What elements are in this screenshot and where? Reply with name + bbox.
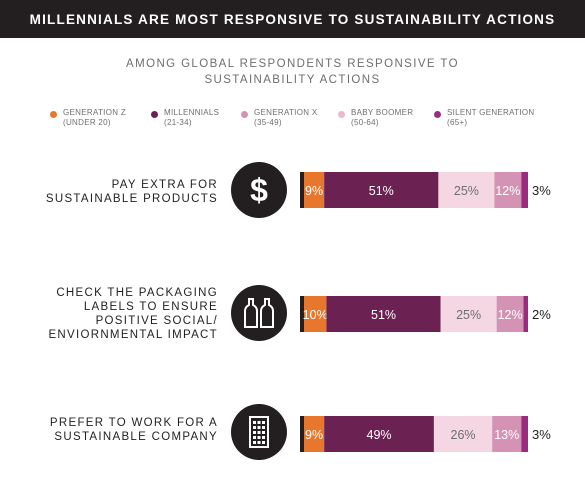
legend-sublabel: (65+) [447,118,468,127]
bar-start-marker [300,296,304,332]
bar-value-label: 12% [498,308,523,322]
bottles-icon [231,285,287,341]
row-label-line: SUSTAINABLE PRODUCTS [45,193,218,205]
bar-segment-baby-boomer [496,296,524,332]
row-label-line: LABELS TO ENSURE [83,301,218,313]
legend-swatch-millennials [151,111,158,118]
svg-text:$: $ [250,172,268,208]
legend-label: SILENT GENERATION [447,108,535,117]
legend-item-gen-x: GENERATION X (35-49) [241,108,317,128]
legend-label: GENERATION Z [63,108,127,117]
bar-value-label: 9% [305,184,323,198]
bar-segment-baby-boomer [494,172,522,208]
bar-value-label: 12% [495,184,520,198]
legend-swatch-baby-boomer [338,111,345,118]
row-label-prefer-work: PREFER TO WORK FOR A SUSTAINABLE COMPANY [20,416,218,444]
legend: GENERATION Z (UNDER 20) MILLENNIALS (21-… [0,108,585,138]
chart-title-banner: MILLENNIALS ARE MOST RESPONSIVE TO SUSTA… [0,0,585,38]
building-icon [231,404,287,460]
bar-value-label: 25% [454,184,479,198]
bar-value-label: 51% [369,184,394,198]
row-label-line: SUSTAINABLE COMPANY [54,431,218,443]
bar-start-marker [300,416,304,452]
legend-label: GENERATION X [254,108,318,117]
bar-segment-gen-z [304,172,325,208]
bar-segment-gen-z [304,296,327,332]
legend-label: BABY BOOMER [351,108,414,117]
legend-sublabel: (35-49) [254,118,282,127]
bar-segment-silent-generation [523,296,528,332]
subtitle-line-2: SUSTAINABILITY ACTIONS [204,74,381,86]
row-label-line: ENVIORNMENTAL IMPACT [48,329,218,341]
bar-segment-silent-generation [521,172,528,208]
legend-sublabel: (UNDER 20) [63,118,111,127]
bar-value-label: 2% [532,307,551,322]
legend-swatch-gen-z [50,111,57,118]
row-label-pay-extra: PAY EXTRA FOR SUSTAINABLE PRODUCTS [20,178,218,206]
legend-item-gen-z: GENERATION Z (UNDER 20) [50,108,126,128]
bar-segment-gen-x [438,172,495,208]
bar-value-label: 26% [451,428,476,442]
bar-value-label: 49% [367,428,392,442]
row-label-line: PREFER TO WORK FOR A [49,417,218,429]
row-label-line: CHECK THE PACKAGING [56,287,218,299]
legend-sublabel: (50-64) [351,118,379,127]
bar-value-label: 25% [456,308,481,322]
bar-segment-gen-z [304,416,325,452]
subtitle-line-1: AMONG GLOBAL RESPONDENTS RESPONSIVE TO [126,58,459,70]
bar-segment-baby-boomer [492,416,522,452]
bar-segment-millennials [324,416,434,452]
bar-value-label: 9% [305,428,323,442]
bar-value-label: 13% [494,428,519,442]
legend-sublabel: (21-34) [164,118,192,127]
row-label-line: POSITIVE SOCIAL/ [95,315,218,327]
legend-label: MILLENNIALS [164,108,220,117]
bar-value-label: 10% [303,308,328,322]
legend-item-silent-generation: SILENT GENERATION (65+) [434,108,535,128]
row-label-check-packaging: CHECK THE PACKAGING LABELS TO ENSURE POS… [20,286,218,342]
bar-segment-silent-generation [521,416,528,452]
bar-start-marker [300,172,304,208]
bar-segment-millennials [324,172,439,208]
bar-value-label: 3% [532,427,551,442]
legend-item-millennials: MILLENNIALS (21-34) [151,108,219,128]
row-label-line: PAY EXTRA FOR [111,179,218,191]
bar-segment-millennials [326,296,441,332]
legend-swatch-silent-generation [434,111,441,118]
legend-swatch-gen-x [241,111,248,118]
chart-subtitle: AMONG GLOBAL RESPONDENTS RESPONSIVE TO S… [0,56,585,88]
bar-segment-gen-x [440,296,497,332]
bar-segment-gen-x [433,416,493,452]
bar-value-label: 51% [371,308,396,322]
dollar-icon: $ [231,162,287,218]
bar-value-label: 3% [532,183,551,198]
legend-item-baby-boomer: BABY BOOMER (50-64) [338,108,413,128]
chart-title: MILLENNIALS ARE MOST RESPONSIVE TO SUSTA… [29,11,556,27]
